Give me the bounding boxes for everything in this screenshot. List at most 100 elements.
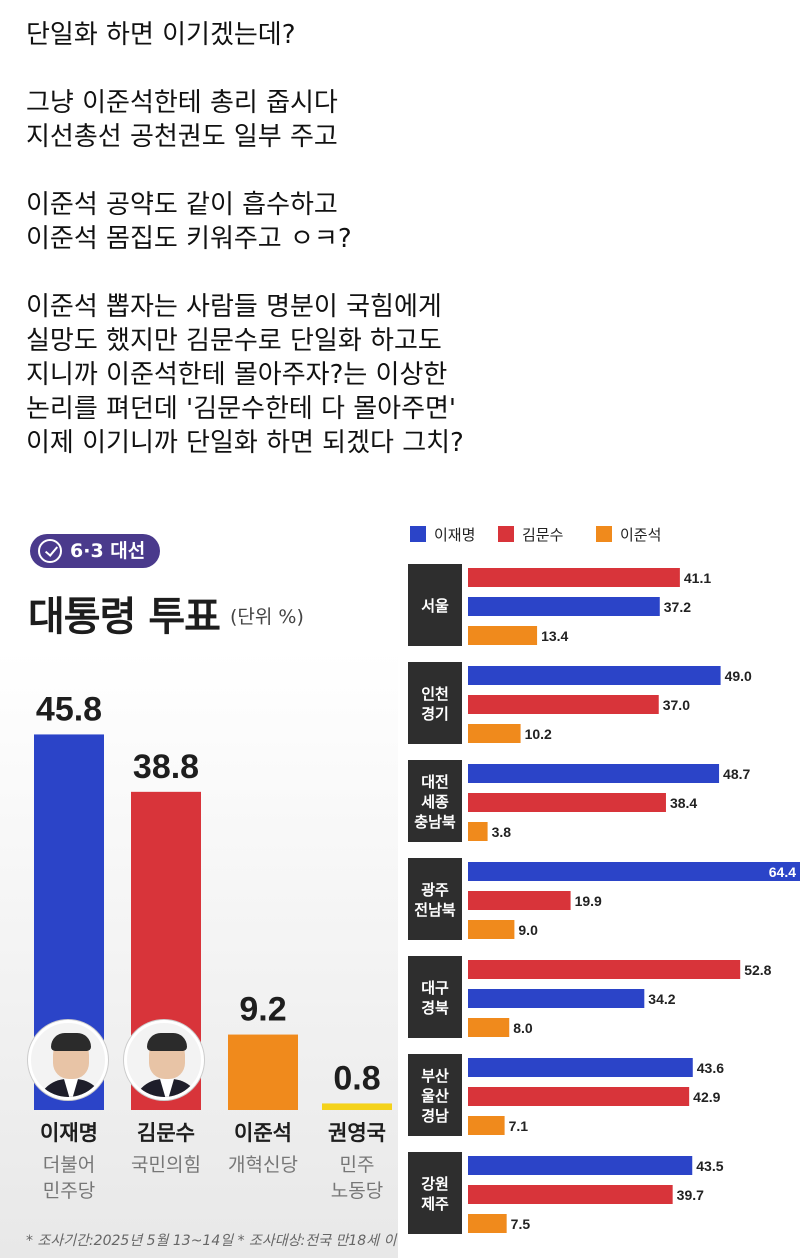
region-value-label: 41.1 xyxy=(684,570,711,586)
region-bar xyxy=(468,891,571,910)
region-box xyxy=(408,564,462,646)
legend-swatch xyxy=(410,526,426,542)
post-line: 지선총선 공천권도 일부 주고 xyxy=(26,122,338,152)
post-line: 이준석 공약도 같이 흡수하고 xyxy=(26,190,338,220)
region-value-label: 37.2 xyxy=(664,599,691,615)
region-label: 광주 xyxy=(421,881,449,899)
region-bar xyxy=(468,1018,510,1037)
region-label: 제주 xyxy=(421,1195,449,1213)
bar-value-label: 38.8 xyxy=(133,748,199,786)
region-bar xyxy=(468,920,515,939)
region-label: 세종 xyxy=(421,793,449,811)
post-line xyxy=(26,52,786,86)
candidate-name: 이준석 xyxy=(234,1121,292,1145)
bar-value-label: 45.8 xyxy=(36,690,102,728)
region-box xyxy=(408,662,462,744)
region-bar xyxy=(468,960,741,979)
region-label: 인천 xyxy=(421,685,449,703)
region-label: 대전 xyxy=(421,773,449,791)
region-box xyxy=(408,760,462,842)
region-box xyxy=(408,1054,462,1136)
region-bar xyxy=(468,666,721,685)
post-line: 실망도 했지만 김문수로 단일화 하고도 xyxy=(26,326,442,356)
candidate-name: 김문수 xyxy=(137,1121,195,1145)
legend-label: 이재명 xyxy=(434,526,475,544)
region-value-label: 10.2 xyxy=(525,726,552,742)
bar-4 xyxy=(322,1103,392,1110)
party-name: 국민의힘 xyxy=(131,1154,201,1176)
region-bar xyxy=(468,597,660,616)
party-name: 민주당 xyxy=(43,1180,95,1202)
post-line xyxy=(26,154,786,188)
region-bar xyxy=(468,793,666,812)
unit-label: (단위 %) xyxy=(230,606,304,628)
region-bar xyxy=(468,1156,693,1175)
bar-value-label: 9.2 xyxy=(239,991,286,1029)
post-line xyxy=(26,256,786,290)
election-badge: 6·3 대선 xyxy=(30,534,160,568)
region-value-label: 52.8 xyxy=(744,962,771,978)
party-name: 노동당 xyxy=(331,1180,383,1202)
region-value-label: 48.7 xyxy=(723,766,750,782)
post-line: 지니까 이준석한테 몰아주자?는 이상한 xyxy=(26,360,448,390)
survey-footnote: * 조사기간:2025년 5월 13~14일 * 조사대상:전국 만18세 이 xyxy=(26,1233,397,1249)
region-box xyxy=(408,858,462,940)
ballot-check-icon xyxy=(38,539,62,563)
region-bar xyxy=(468,1116,505,1135)
region-label: 경남 xyxy=(421,1107,449,1125)
kim-moonsoo-avatar xyxy=(124,1020,204,1100)
region-bar xyxy=(468,626,538,645)
region-box xyxy=(408,1152,462,1234)
region-bar xyxy=(468,1058,693,1077)
region-value-label: 38.4 xyxy=(670,795,697,811)
legend-swatch xyxy=(498,526,514,542)
region-value-label: 19.9 xyxy=(575,893,602,909)
region-value-label: 49.0 xyxy=(725,668,752,684)
post-line: 이준석 몸집도 키워주고 ㅇㅋ? xyxy=(26,224,352,254)
lee-jaemyung-avatar xyxy=(28,1020,108,1100)
post-line: 이준석 뽑자는 사람들 명분이 국힘에게 xyxy=(26,292,442,322)
chart-title: 대통령 투표 xyxy=(28,594,221,640)
region-bar xyxy=(468,989,645,1008)
region-bar xyxy=(468,862,800,881)
region-bar xyxy=(468,822,488,841)
legend-label: 이준석 xyxy=(620,526,661,544)
region-box xyxy=(408,956,462,1038)
panel-divider xyxy=(398,512,406,1258)
post-line: 논리를 펴던데 '김문수한테 다 몰아주면' xyxy=(26,394,457,424)
region-value-label: 7.5 xyxy=(511,1216,531,1232)
party-name: 더불어 xyxy=(43,1154,95,1176)
region-value-label: 43.6 xyxy=(697,1060,724,1076)
region-value-label: 34.2 xyxy=(648,991,675,1007)
region-value-label: 3.8 xyxy=(492,824,512,840)
bar-value-label: 0.8 xyxy=(333,1059,380,1097)
region-label: 경기 xyxy=(421,705,449,723)
candidate-name: 이재명 xyxy=(40,1121,98,1145)
bar-3 xyxy=(228,1034,298,1110)
region-label: 부산 xyxy=(421,1067,449,1085)
region-value-label: 13.4 xyxy=(541,628,568,644)
region-bar xyxy=(468,1214,507,1233)
region-bar xyxy=(468,1087,690,1106)
candidate-name: 권영국 xyxy=(328,1121,386,1145)
region-value-label: 9.0 xyxy=(518,922,538,938)
region-bar xyxy=(468,764,720,783)
region-value-label: 37.0 xyxy=(663,697,690,713)
region-label: 대구 xyxy=(421,979,449,997)
region-value-label: 8.0 xyxy=(513,1020,533,1036)
region-value-label: 64.4 xyxy=(769,864,796,880)
region-value-label: 7.1 xyxy=(509,1118,529,1134)
region-value-label: 42.9 xyxy=(693,1089,720,1105)
party-name: 민주 xyxy=(340,1154,375,1176)
region-value-label: 39.7 xyxy=(677,1187,704,1203)
post-line: 이제 이기니까 단일화 하면 되겠다 그치? xyxy=(26,428,464,458)
post-line: 단일화 하면 이기겠는데? xyxy=(26,20,296,50)
legend-swatch xyxy=(596,526,612,542)
legend-label: 김문수 xyxy=(522,526,563,544)
region-label: 경북 xyxy=(421,999,449,1017)
region-label: 서울 xyxy=(421,597,449,615)
